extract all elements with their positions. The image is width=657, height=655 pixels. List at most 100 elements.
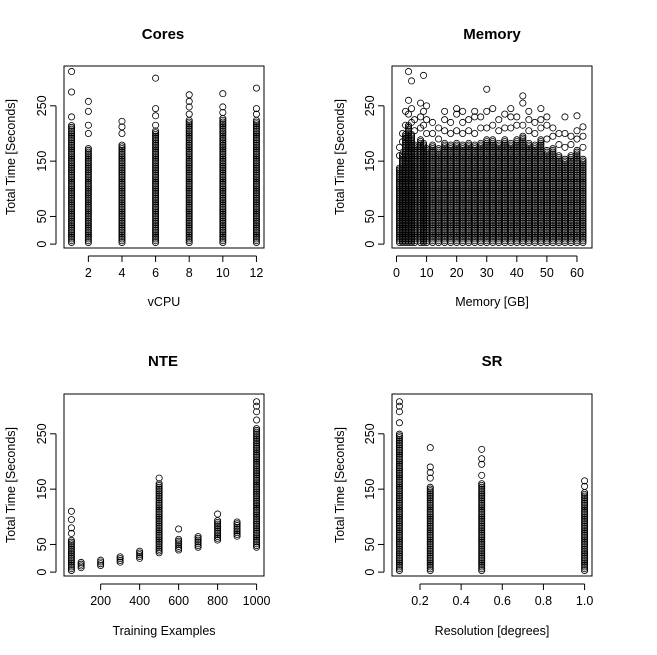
data-point xyxy=(219,212,227,220)
y-axis-label: Total Time [Seconds] xyxy=(4,427,18,543)
data-point-outlier xyxy=(417,113,425,121)
data-point-outlier xyxy=(252,84,260,92)
data-point xyxy=(118,219,126,227)
data-point xyxy=(152,228,160,236)
data-point xyxy=(395,497,403,505)
data-point xyxy=(395,519,403,527)
data-point xyxy=(478,512,486,520)
data-point xyxy=(253,455,261,463)
data-point xyxy=(478,520,486,528)
data-point xyxy=(252,157,260,165)
data-point xyxy=(478,497,486,505)
data-point xyxy=(68,210,76,218)
data-point-outlier xyxy=(253,416,261,424)
data-point xyxy=(185,208,193,216)
data-point xyxy=(185,161,193,169)
data-point-outlier xyxy=(459,107,467,115)
data-point xyxy=(118,141,126,149)
data-point-outlier xyxy=(67,507,75,515)
data-point xyxy=(395,467,403,475)
data-point xyxy=(185,210,193,218)
data-point xyxy=(426,520,434,528)
data-point-outlier xyxy=(471,107,479,115)
data-point xyxy=(426,492,434,500)
data-point xyxy=(118,189,126,197)
data-point xyxy=(581,526,589,534)
data-point xyxy=(84,180,92,188)
data-point xyxy=(581,508,589,516)
data-point xyxy=(152,171,160,179)
data-point xyxy=(155,543,163,551)
data-point xyxy=(214,520,222,528)
data-point xyxy=(84,237,92,245)
data-point xyxy=(252,169,260,177)
data-point-outlier xyxy=(478,445,486,453)
data-point xyxy=(478,551,486,559)
data-point xyxy=(219,127,227,135)
data-point xyxy=(253,432,261,440)
data-point xyxy=(155,536,163,544)
data-point xyxy=(118,148,126,156)
data-point xyxy=(152,150,160,158)
data-point-outlier xyxy=(519,92,527,100)
data-point xyxy=(253,474,261,482)
data-point xyxy=(579,171,587,179)
data-point xyxy=(175,544,183,552)
data-point xyxy=(118,164,126,172)
data-point-outlier xyxy=(501,124,509,132)
data-point xyxy=(395,540,403,548)
data-point xyxy=(68,166,76,174)
data-point-outlier xyxy=(519,99,527,107)
data-point xyxy=(555,152,563,160)
data-point xyxy=(84,168,92,176)
data-point xyxy=(118,201,126,209)
x-tick-label: 0.2 xyxy=(411,594,428,608)
data-point-outlier xyxy=(573,127,581,135)
data-point xyxy=(185,169,193,177)
data-point xyxy=(579,166,587,174)
data-point xyxy=(219,217,227,225)
data-point xyxy=(194,534,202,542)
data-point xyxy=(395,517,403,525)
data-point xyxy=(579,231,587,239)
data-point xyxy=(67,563,75,571)
data-point-outlier xyxy=(420,71,428,79)
data-point xyxy=(252,187,260,195)
data-point xyxy=(581,543,589,551)
data-point xyxy=(67,566,75,574)
data-point xyxy=(395,543,403,551)
data-point xyxy=(219,187,227,195)
data-point xyxy=(155,522,163,530)
data-point xyxy=(579,212,587,220)
data-point-outlier xyxy=(67,516,75,524)
data-point xyxy=(426,513,434,521)
data-point xyxy=(68,177,76,185)
data-point xyxy=(185,171,193,179)
data-point xyxy=(579,189,587,197)
data-point xyxy=(253,480,261,488)
data-point xyxy=(252,226,260,234)
data-point xyxy=(118,221,126,229)
data-point-outlier xyxy=(561,113,569,121)
data-point xyxy=(253,504,261,512)
data-point xyxy=(219,138,227,146)
data-point xyxy=(395,552,403,560)
data-point xyxy=(581,528,589,536)
data-point xyxy=(185,212,193,220)
data-point-outlier xyxy=(395,402,403,410)
data-point xyxy=(395,549,403,557)
data-point xyxy=(537,143,545,151)
data-point xyxy=(219,191,227,199)
data-point xyxy=(395,434,403,442)
data-point xyxy=(426,508,434,516)
data-point xyxy=(84,210,92,218)
data-point xyxy=(426,543,434,551)
data-point xyxy=(118,214,126,222)
data-point xyxy=(253,439,261,447)
x-tick-label: 10 xyxy=(420,266,434,280)
data-point xyxy=(252,184,260,192)
data-point-outlier xyxy=(465,116,473,124)
data-point xyxy=(581,547,589,555)
data-point xyxy=(118,153,126,161)
data-point xyxy=(219,228,227,236)
